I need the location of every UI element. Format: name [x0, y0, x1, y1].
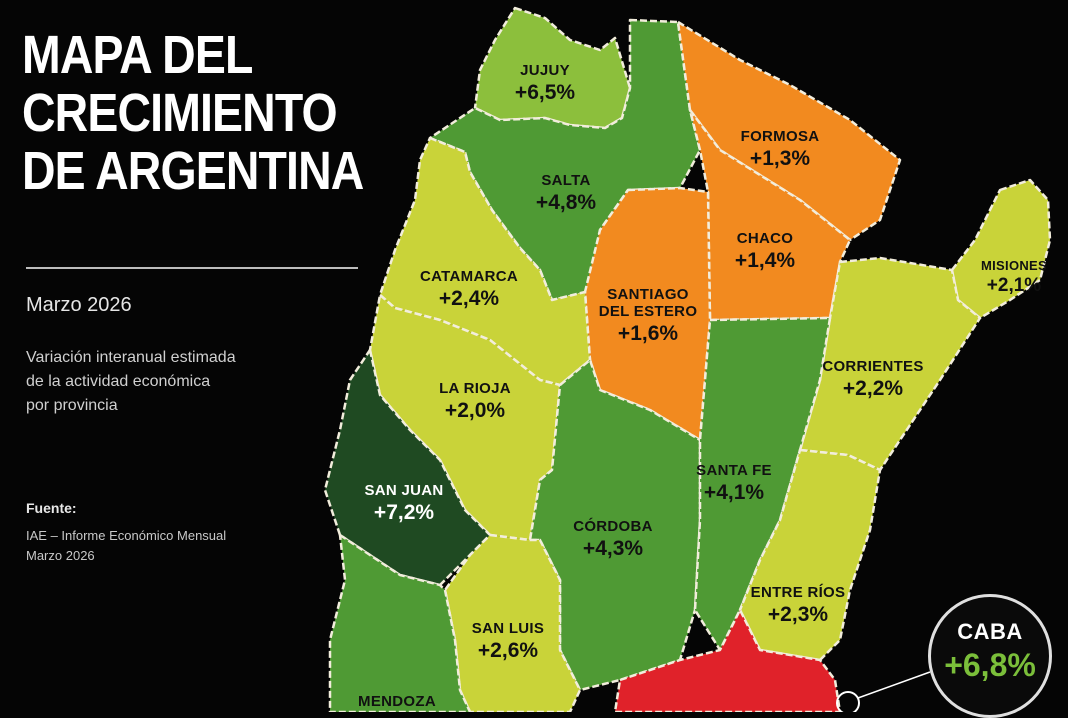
label-jujuy: JUJUY +6,5%: [515, 62, 575, 105]
province-name-2: DEL ESTERO: [598, 303, 698, 320]
label-salta: SALTA +4,8%: [536, 172, 596, 215]
province-value: +7,2%: [373, 501, 435, 524]
page-title: MAPA DEL CRECIMIENTO DE ARGENTINA: [22, 25, 364, 201]
title-line-3: DE ARGENTINA: [22, 141, 364, 201]
description-line-3: por provincia: [26, 397, 118, 414]
province-name: SALTA: [541, 172, 591, 189]
source-line-2: Marzo 2026: [26, 548, 95, 563]
label-san-luis: SAN LUIS +2,6%: [472, 620, 544, 663]
source-text: IAE – Informe Económico Mensual Marzo 20…: [26, 526, 356, 566]
date-label: Marzo 2026: [26, 294, 132, 316]
label-cordoba: CÓRDOBA +4,3%: [573, 518, 653, 561]
province-value: +2,4%: [438, 287, 500, 310]
province-value: +2,1%: [986, 275, 1042, 296]
caba-name: CABA: [957, 619, 1023, 644]
province-name: MISIONES: [981, 258, 1047, 273]
province-name: LA RIOJA: [439, 380, 511, 397]
province-name: CORRIENTES: [822, 358, 924, 375]
province-name: CATAMARCA: [420, 268, 518, 285]
description: Variación interanual estimada de la acti…: [26, 346, 356, 418]
province-santiago-del-estero[interactable]: [583, 186, 712, 442]
description-line-1: Variación interanual estimada: [26, 349, 236, 366]
label-corrientes: CORRIENTES +2,2%: [822, 358, 923, 401]
province-value: +1,4%: [734, 249, 796, 272]
label-mendoza: MENDOZA: [358, 693, 436, 710]
caba-marker[interactable]: [836, 691, 860, 712]
province-name: CHACO: [736, 230, 794, 247]
province-mendoza[interactable]: [328, 533, 472, 712]
label-santa-fe: SANTA FE +4,1%: [696, 462, 772, 505]
title-divider: [26, 267, 358, 269]
caba-connector: [857, 671, 931, 699]
province-name: JUJUY: [520, 62, 570, 79]
label-entre-rios: ENTRE RÍOS +2,3%: [751, 584, 846, 627]
province-value: +6,5%: [514, 81, 576, 104]
province-value: +4,1%: [703, 481, 765, 504]
label-catamarca: CATAMARCA +2,4%: [420, 268, 518, 311]
description-line-2: de la actividad económica: [26, 373, 211, 390]
province-name: SAN JUAN: [364, 482, 444, 499]
label-chaco: CHACO +1,4%: [735, 230, 795, 273]
province-buenos-aires[interactable]: [613, 608, 842, 712]
province-value: +4,8%: [535, 191, 597, 214]
province-entre-rios[interactable]: [738, 448, 882, 662]
province-name: ENTRE RÍOS: [750, 584, 846, 601]
province-name: SANTIAGO: [607, 286, 689, 303]
label-santiago-del-estero: SANTIAGO DEL ESTERO +1,6%: [599, 286, 698, 346]
label-misiones: MISIONES +2,1%: [981, 258, 1047, 297]
province-value: +1,6%: [617, 322, 679, 345]
source-heading: Fuente:: [26, 500, 77, 516]
label-san-juan: SAN JUAN +7,2%: [364, 482, 443, 525]
province-misiones[interactable]: [950, 178, 1052, 320]
province-name: CÓRDOBA: [573, 518, 653, 535]
source-line-1: IAE – Informe Económico Mensual: [26, 528, 227, 543]
province-name: MENDOZA: [358, 693, 436, 710]
province-name: SANTA FE: [696, 462, 772, 479]
province-value: +1,3%: [749, 147, 811, 170]
province-name: FORMOSA: [740, 128, 820, 145]
province-value: +2,6%: [477, 639, 539, 662]
province-san-luis[interactable]: [443, 533, 582, 712]
caba-callout[interactable]: CABA +6,8%: [928, 594, 1052, 718]
province-jujuy[interactable]: [473, 6, 632, 130]
label-la-rioja: LA RIOJA +2,0%: [439, 380, 511, 423]
province-value: +2,0%: [444, 399, 506, 422]
province-value: +2,3%: [767, 603, 829, 626]
province-cordoba[interactable]: [528, 358, 702, 692]
province-name: SAN LUIS: [471, 620, 545, 637]
title-line-1: MAPA DEL: [22, 25, 253, 85]
province-value: +4,3%: [582, 537, 644, 560]
caba-value: +6,8%: [944, 647, 1036, 683]
label-formosa: FORMOSA +1,3%: [741, 128, 820, 171]
province-formosa[interactable]: [676, 20, 902, 242]
province-value: +2,2%: [842, 377, 904, 400]
title-line-2: CRECIMIENTO: [22, 83, 338, 143]
